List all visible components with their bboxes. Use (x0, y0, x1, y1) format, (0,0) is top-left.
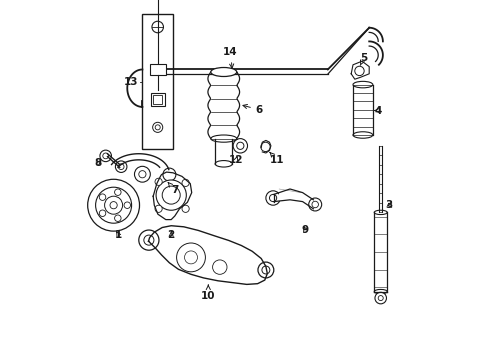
Ellipse shape (374, 210, 387, 215)
Circle shape (163, 168, 176, 181)
Text: 11: 11 (270, 152, 285, 165)
Circle shape (104, 196, 122, 214)
Circle shape (156, 180, 186, 210)
Circle shape (96, 187, 132, 223)
Text: 8: 8 (95, 158, 102, 168)
Circle shape (118, 164, 124, 170)
Circle shape (258, 262, 274, 278)
Text: 5: 5 (360, 53, 368, 66)
Text: 4: 4 (374, 105, 382, 116)
Circle shape (375, 292, 387, 304)
Text: 6: 6 (243, 104, 263, 115)
Ellipse shape (374, 289, 387, 294)
Circle shape (213, 260, 227, 274)
Circle shape (182, 205, 189, 212)
Circle shape (110, 202, 117, 209)
Circle shape (262, 266, 270, 274)
Ellipse shape (211, 135, 237, 142)
Ellipse shape (215, 161, 232, 167)
Circle shape (378, 296, 383, 301)
Ellipse shape (353, 132, 373, 138)
Circle shape (155, 178, 162, 185)
Text: 12: 12 (229, 155, 243, 165)
Circle shape (115, 215, 121, 221)
Text: 9: 9 (302, 225, 309, 235)
Circle shape (144, 235, 154, 245)
Ellipse shape (353, 81, 373, 88)
Circle shape (261, 142, 270, 152)
Circle shape (185, 251, 197, 264)
Circle shape (115, 189, 121, 195)
Circle shape (355, 66, 364, 76)
Text: 2: 2 (168, 230, 175, 240)
Circle shape (139, 230, 159, 250)
Text: 13: 13 (123, 77, 138, 87)
Circle shape (237, 142, 244, 149)
Circle shape (103, 153, 109, 159)
Circle shape (100, 150, 111, 162)
Circle shape (309, 198, 321, 211)
Circle shape (155, 125, 160, 130)
Bar (150, 93, 165, 106)
Bar (150, 64, 166, 75)
Circle shape (233, 139, 247, 153)
Ellipse shape (211, 68, 237, 77)
Circle shape (134, 166, 150, 182)
Circle shape (155, 205, 162, 212)
Text: 14: 14 (223, 47, 238, 68)
Circle shape (162, 186, 180, 204)
Text: 3: 3 (385, 200, 392, 210)
Circle shape (124, 202, 130, 208)
Text: 10: 10 (201, 285, 216, 301)
Circle shape (139, 171, 146, 178)
Circle shape (312, 201, 318, 208)
Circle shape (99, 210, 106, 216)
Text: 7: 7 (168, 183, 178, 195)
Circle shape (176, 243, 205, 272)
Circle shape (266, 191, 280, 205)
Bar (153, 95, 162, 104)
Circle shape (153, 122, 163, 132)
Circle shape (270, 194, 277, 202)
Circle shape (152, 21, 164, 33)
Circle shape (99, 194, 106, 201)
Circle shape (116, 161, 127, 172)
Circle shape (182, 179, 189, 186)
Bar (143, 14, 173, 149)
Text: 1: 1 (115, 230, 122, 240)
Circle shape (88, 179, 140, 231)
